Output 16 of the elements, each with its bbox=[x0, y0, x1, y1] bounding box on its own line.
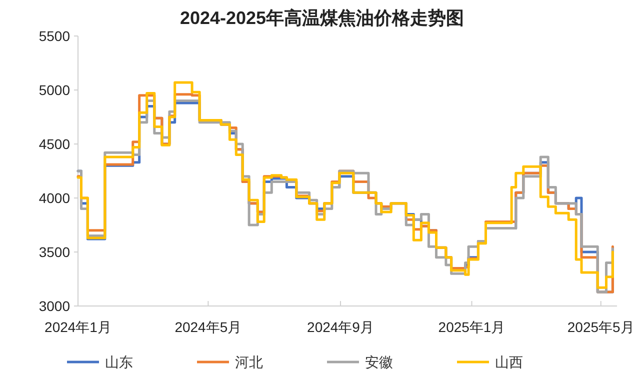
x-tick-label: 2024年1月 bbox=[44, 319, 112, 335]
x-tick-label: 2024年5月 bbox=[174, 319, 242, 335]
y-tick-label: 3000 bbox=[38, 298, 70, 314]
legend-label: 河北 bbox=[235, 354, 263, 370]
chart-title: 2024-2025年高温煤焦油价格走势图 bbox=[180, 8, 464, 28]
legend-label: 山东 bbox=[105, 354, 133, 370]
y-tick-label: 5000 bbox=[38, 82, 70, 98]
legend-label: 安徽 bbox=[365, 354, 393, 370]
y-tick-label: 4000 bbox=[38, 190, 70, 206]
y-tick-label: 5500 bbox=[38, 28, 70, 44]
x-tick-label: 2024年9月 bbox=[307, 319, 374, 335]
legend-label: 山西 bbox=[495, 354, 523, 370]
y-tick-label: 4500 bbox=[38, 136, 70, 152]
y-tick-label: 3500 bbox=[38, 244, 70, 260]
x-tick-label: 2025年5月 bbox=[567, 319, 634, 335]
x-tick-label: 2025年1月 bbox=[438, 319, 506, 335]
